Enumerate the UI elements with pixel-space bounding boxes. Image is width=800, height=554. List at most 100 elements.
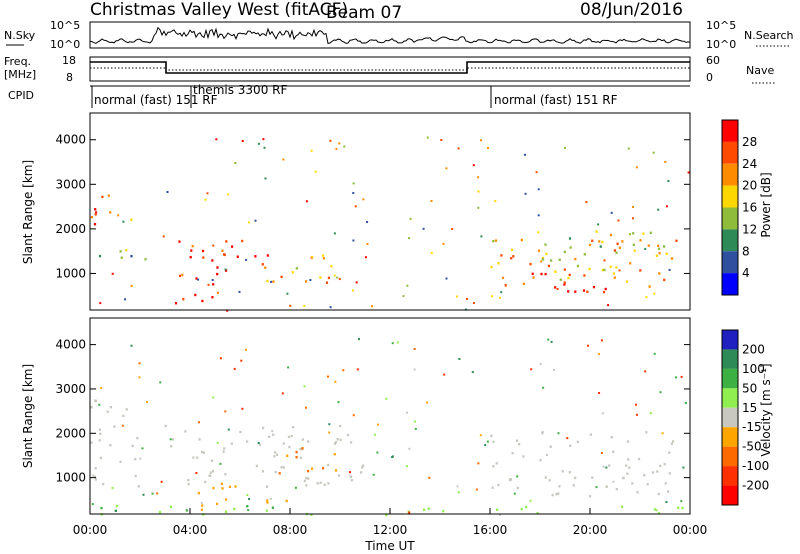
range-cell [246,494,249,497]
range-cell [413,348,416,350]
range-cell [98,403,101,406]
range-cell [408,511,411,514]
cpid-segment-2: themis 3300 RF [193,83,287,97]
x-tick-label: 00:00 [73,523,108,537]
range-cell [276,453,279,456]
range-cell [282,466,285,469]
range-cell [588,495,592,498]
range-cell [583,253,586,256]
nave-tick-bottom: 0 [706,71,713,84]
range-cell [595,230,598,233]
y-tick-label: 1000 [55,266,86,280]
range-cell [209,471,212,474]
range-cell [574,476,577,480]
range-cell [586,290,589,293]
range-cell [569,246,572,249]
range-cell [408,237,411,240]
range-cell [333,442,336,445]
range-cell [109,406,112,409]
range-cell [652,151,655,154]
range-cell [301,447,304,450]
range-cell [328,423,331,426]
range-cell [661,432,664,435]
colorbar-tick-label: 28 [742,135,757,149]
range-cell [90,441,93,444]
range-cell [522,282,525,285]
range-cell [266,501,269,504]
range-cell [338,278,341,281]
range-cell [352,414,355,417]
range-cell [130,255,133,258]
range-cell [545,252,548,256]
range-cell [659,464,662,468]
range-cell [585,201,588,204]
range-cell [549,445,552,448]
range-cell [266,499,269,502]
range-cell [442,242,445,245]
range-cell [665,252,668,255]
station-title: Christmas Valley West (fitACF) [90,0,348,20]
colorbar-tick-label: 12 [742,222,757,236]
range-cell [99,302,102,305]
range-cell [672,440,675,443]
range-cell [350,441,353,444]
range-cell [245,258,248,261]
range-cell [310,467,314,470]
range-cell [303,304,306,307]
range-cell [511,248,514,251]
range-cell [627,147,630,150]
range-cell [219,462,222,465]
range-cell [532,276,535,279]
range-cell [336,438,339,441]
colorbar-swatch [722,485,738,505]
range-cell [632,232,635,235]
range-cell [325,281,329,284]
colorbar-tick-label: -15 [742,420,762,434]
range-cell [334,441,338,444]
range-cell [529,262,532,266]
range-cell [146,400,149,403]
range-cell [101,195,104,199]
beam-label: Beam 07 [326,3,402,23]
range-cell [134,474,137,478]
range-cell [190,249,193,252]
range-cell [658,252,661,255]
range-cell [512,255,515,258]
range-cell [319,481,322,484]
range-cell [111,486,114,489]
nsearch-label: N.Search [744,29,794,42]
range-cell [601,240,604,244]
colorbar-tick-label: 8 [742,244,750,258]
range-cell [626,440,630,443]
range-cell [597,223,600,226]
range-cell [667,490,670,493]
range-cell [201,249,205,253]
range-cell [491,295,494,298]
range-cell [516,439,519,442]
freq-label-1: Freq. [4,55,31,68]
range-cell [472,164,475,167]
range-cell [141,447,144,450]
range-cell [202,256,205,259]
range-cell [271,429,274,432]
range-cell [451,228,454,230]
range-cell [550,259,553,262]
range-cell [286,292,289,295]
range-cell [287,435,290,439]
range-cell [231,245,234,248]
range-cell [430,251,433,254]
range-cell [92,474,94,477]
range-cell [657,512,660,515]
range-cell [547,338,550,341]
range-cell [466,297,468,300]
range-cell [540,272,543,276]
power-ylabel: Slant Range [km] [21,160,35,264]
range-cell [222,450,225,453]
range-cell [621,240,624,243]
range-cell [295,267,298,270]
range-cell [631,482,634,485]
range-cell [563,250,566,254]
range-cell [554,286,557,289]
range-cell [582,289,586,292]
range-cell [554,270,557,273]
